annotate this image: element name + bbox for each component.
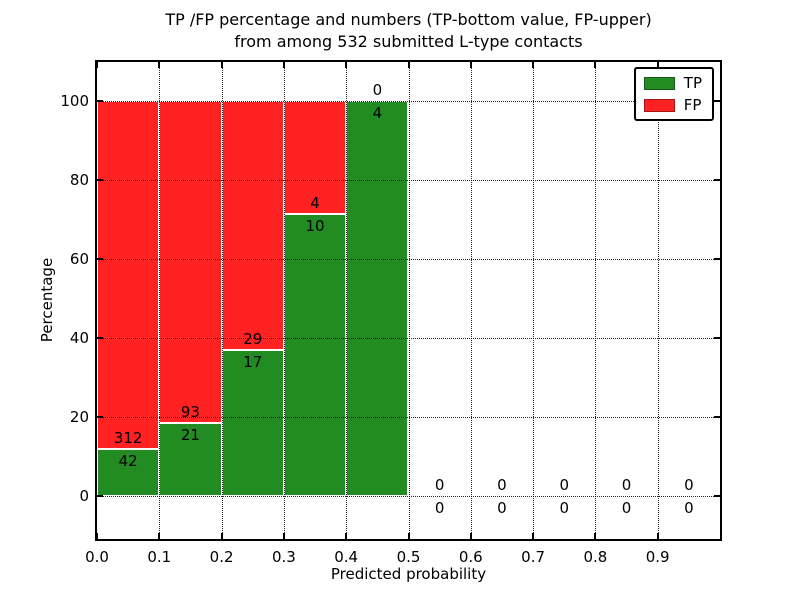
y-axis-tick-right (714, 179, 720, 182)
y-tick-label: 100 (60, 92, 89, 111)
x-tick-label: 0.3 (271, 548, 296, 566)
y-tick-label: 20 (69, 407, 89, 426)
tp-count-label: 10 (305, 217, 325, 236)
x-axis-tick-top (158, 62, 161, 68)
plot-area: TP FP 312 42 93 21 29 17 4 10 0 4 0 0 0 0 0 0 0 0 0 0 (96, 62, 720, 539)
tp-count-label: 0 (684, 498, 694, 517)
x-axis-tick (96, 533, 98, 539)
x-tick-label: 0.1 (147, 548, 172, 566)
fp-count-label: 93 (180, 403, 200, 422)
vertical-gridline (408, 62, 410, 539)
tp-count-label: 0 (559, 498, 570, 517)
x-axis-tick-top (282, 62, 285, 68)
vertical-gridline (595, 62, 597, 539)
x-tick-label: 0.7 (521, 548, 546, 566)
chart-title-line-2: from among 532 submitted L-type contacts (234, 32, 583, 51)
vertical-gridline (221, 62, 223, 539)
y-axis-tick-right (714, 336, 720, 339)
fp-count-label: 0 (497, 475, 507, 494)
tp-legend-swatch (643, 76, 675, 90)
y-axis-tick-right (714, 258, 720, 261)
fp-count-label: 0 (434, 475, 445, 494)
tp-count-label: 0 (621, 498, 632, 517)
tp-count-label: 21 (180, 426, 200, 445)
fp-count-label: 0 (559, 475, 570, 494)
y-tick-label: 60 (69, 250, 89, 269)
x-tick-label: 0.2 (209, 548, 234, 566)
x-axis-tick (282, 533, 285, 539)
y-tick-label: 0 (79, 486, 89, 505)
vertical-gridline (470, 62, 472, 539)
x-axis-tick-top (220, 62, 223, 68)
x-axis-tick-top (96, 62, 98, 68)
x-tick-label: 0.9 (645, 548, 670, 566)
x-tick-label: 0.5 (396, 548, 421, 566)
x-axis-tick-top (594, 62, 597, 68)
fp-count-label: 0 (684, 475, 694, 494)
tp-bar-segment (221, 349, 284, 496)
y-axis-tick (97, 179, 103, 182)
x-axis-tick (220, 533, 223, 539)
x-axis-label: Predicted probability (330, 565, 487, 583)
y-axis-tick (97, 415, 103, 418)
y-tick-label: 40 (69, 328, 89, 347)
legend-item-label: FP (683, 96, 702, 114)
legend-item-label: TP (683, 74, 702, 92)
y-axis-tick-right (714, 494, 720, 497)
vertical-gridline (657, 62, 659, 539)
fp-bar-segment (221, 101, 284, 350)
vertical-gridline (346, 62, 348, 539)
fp-legend-swatch (643, 98, 675, 112)
tp-count-label: 0 (434, 498, 445, 517)
x-axis-tick (158, 533, 161, 539)
fp-count-label: 312 (113, 428, 143, 447)
vertical-gridline (533, 62, 535, 539)
fp-count-label: 0 (621, 475, 632, 494)
x-tick-label: 0.8 (583, 548, 608, 566)
fp-count-label: 29 (243, 329, 263, 348)
x-tick-label: 0.0 (85, 548, 109, 566)
tp-count-label: 17 (243, 352, 263, 371)
tp-bar-segment (346, 101, 409, 496)
fp-bar-segment (97, 101, 160, 449)
vertical-gridline (283, 62, 285, 539)
legend-item: TP (643, 74, 702, 92)
tp-bar-segment (97, 448, 160, 496)
x-axis-tick-top (656, 62, 659, 68)
x-axis-tick-top (469, 62, 472, 68)
legend-item: FP (643, 96, 702, 114)
chart-title-line-1: TP /FP percentage and numbers (TP-bottom… (165, 10, 652, 29)
tp-count-label: 42 (118, 451, 138, 470)
x-axis-tick (532, 533, 535, 539)
tp-count-label: 4 (372, 104, 383, 123)
x-tick-label: 0.6 (458, 548, 483, 566)
y-axis-tick-right (714, 100, 720, 103)
x-axis-tick (594, 533, 597, 539)
x-axis-tick (345, 533, 348, 539)
x-axis-tick (407, 533, 410, 539)
y-tick-label: 80 (69, 171, 89, 190)
chart-title: TP /FP percentage and numbers (TP-bottom… (97, 9, 720, 53)
y-axis-tick (97, 494, 103, 497)
legend: TP FP (633, 67, 714, 121)
x-axis-tick-top (407, 62, 410, 68)
x-axis-tick (469, 533, 472, 539)
fp-count-label: 4 (310, 194, 320, 213)
fp-bar-segment (283, 101, 347, 215)
vertical-gridline (159, 62, 161, 539)
x-axis-tick (656, 533, 659, 539)
tp-bar-segment (283, 214, 347, 496)
y-axis-tick (97, 336, 103, 339)
y-axis-tick-right (714, 415, 720, 418)
fp-count-label: 0 (372, 81, 383, 100)
tp-count-label: 0 (497, 498, 507, 517)
x-axis-tick-top (345, 62, 348, 68)
y-axis-tick (97, 100, 103, 103)
fp-bar-segment (159, 101, 222, 423)
y-axis-tick (97, 258, 103, 261)
x-axis-tick-top (532, 62, 535, 68)
x-tick-label: 0.4 (334, 548, 359, 566)
